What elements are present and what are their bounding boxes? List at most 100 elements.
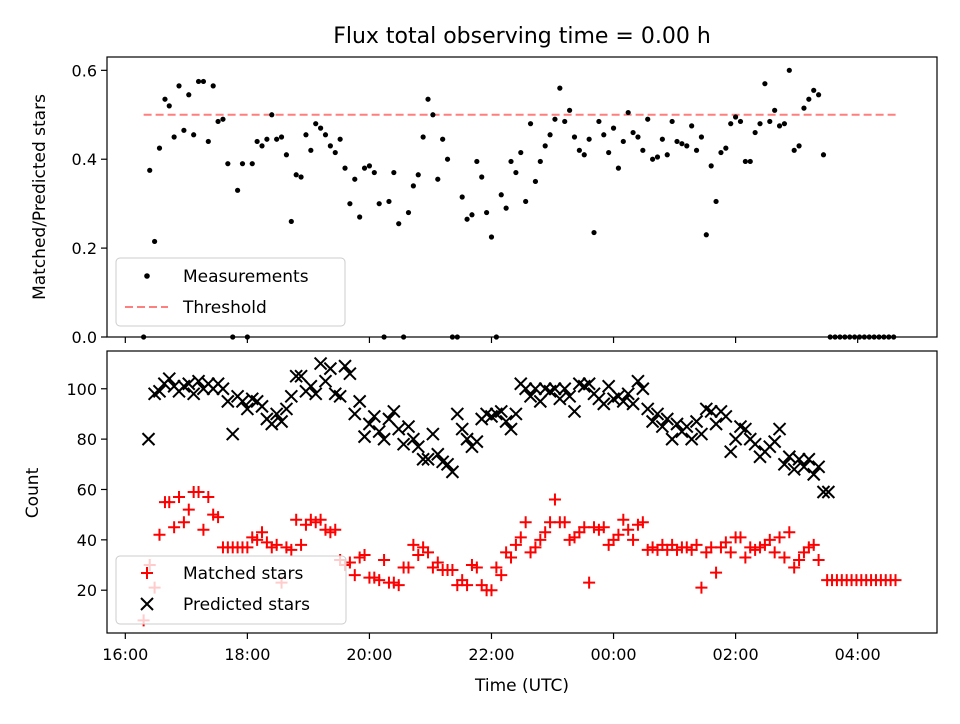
legend-predicted-marker [140, 597, 154, 611]
bottom-y-ticks: 20 40 60 80 100 [66, 380, 107, 600]
measurement-point [796, 143, 802, 149]
measurement-point [225, 161, 231, 167]
predicted-star-point [226, 427, 240, 441]
predicted-star-point [289, 369, 303, 383]
measurement-point [376, 201, 382, 207]
predicted-star-point [802, 452, 816, 466]
measurement-point [200, 78, 207, 85]
predicted-star-point [182, 377, 196, 391]
predicted-star-point [274, 414, 289, 429]
measurement-point [557, 85, 563, 91]
predicted-star-point [401, 419, 416, 434]
predicted-star-point [377, 432, 391, 446]
matched-star-point [495, 569, 508, 582]
matched-star-point [314, 513, 327, 526]
measurement-point [288, 218, 294, 225]
matched-star-point [734, 531, 747, 544]
measurement-point [171, 134, 177, 140]
bot-y-tick-label: 80 [77, 430, 97, 449]
legend-measurements-marker [144, 273, 150, 279]
matched-star-point [788, 561, 801, 574]
matched-star-point [163, 496, 176, 509]
predicted-star-point [709, 417, 723, 431]
top-legend: Measurements Threshold [115, 257, 346, 327]
measurement-point [679, 141, 685, 147]
bot-y-tick-label: 100 [66, 380, 97, 399]
measurement-point [386, 198, 392, 205]
x-tick-label: 04:00 [835, 645, 881, 664]
measurement-point [703, 232, 709, 238]
measurement-point [361, 165, 368, 171]
predicted-star-point [816, 485, 831, 499]
matched-star-point [153, 528, 166, 541]
predicted-star-point [821, 485, 836, 499]
measurement-point [293, 172, 299, 178]
measurement-point [620, 138, 626, 145]
measurement-point [625, 109, 631, 116]
predicted-star-point [626, 397, 640, 411]
measurement-point [342, 165, 348, 171]
matched-star-point [490, 561, 503, 574]
predicted-star-point [772, 422, 787, 436]
matched-star-point [402, 561, 415, 574]
measurement-point [391, 169, 397, 176]
measurement-point [552, 116, 558, 122]
predicted-star-point [689, 414, 704, 429]
measurement-point [420, 134, 426, 140]
bottom-panel: Count 20 40 60 80 100 16:00 18:00 20:00 22:00 00… [23, 350, 938, 696]
measurement-point [752, 129, 758, 136]
predicted-star-point [518, 382, 533, 396]
measurement-point [742, 158, 748, 165]
predicted-star-point [738, 422, 753, 436]
predicted-star-point [777, 457, 792, 472]
predicted-star-point [372, 424, 386, 439]
measurement-point [581, 152, 587, 158]
top-y-tick-label: 0.4 [72, 150, 97, 169]
predicted-star-point [313, 356, 328, 371]
measurement-point [156, 145, 163, 151]
measurement-point [645, 116, 651, 122]
measurement-point [659, 136, 665, 142]
matched-star-point [724, 546, 737, 559]
measurement-point [674, 138, 680, 145]
legend-threshold-label: Threshold [182, 298, 267, 318]
measurement-point [518, 149, 524, 156]
predicted-star-point [694, 427, 709, 441]
bottom-x-ticks: 16:00 18:00 20:00 22:00 00:00 02:00 04:00 [102, 633, 881, 664]
predicted-star-point [641, 402, 655, 416]
predicted-star-point [460, 432, 474, 446]
predicted-star-point [811, 460, 826, 474]
measurement-point [567, 107, 573, 113]
measurement-point [610, 125, 617, 131]
predicted-star-point [387, 404, 401, 419]
matched-star-point [695, 581, 708, 594]
measurement-point [708, 163, 714, 169]
measurement-point [371, 169, 377, 176]
predicted-star-point [509, 407, 523, 421]
top-ylabel: Matched/Predicted stars [30, 94, 50, 300]
bottom-ylabel: Count [23, 467, 43, 518]
matched-star-point [622, 523, 635, 536]
matched-star-point [807, 538, 820, 551]
matched-star-point [597, 521, 610, 534]
measurement-point [298, 174, 304, 180]
measurement-point [562, 118, 568, 125]
matched-star-point [177, 516, 190, 529]
predicted-star-point [558, 382, 572, 396]
measurement-point [332, 149, 338, 156]
measurement-point [733, 114, 739, 120]
measurement-point [537, 158, 543, 165]
predicted-star-point [421, 452, 435, 466]
measurement-point [274, 136, 280, 142]
matched-star-point [548, 493, 561, 506]
predicted-star-point [548, 382, 562, 396]
matched-star-point [514, 531, 527, 544]
measurement-point [152, 238, 158, 245]
matched-star-point [329, 523, 342, 536]
predicted-star-point [440, 457, 455, 472]
measurement-point [772, 107, 778, 113]
predicted-star-point [152, 384, 167, 398]
measurement-point [664, 152, 670, 158]
measurement-point [278, 134, 285, 140]
legend-predicted-label: Predicted stars [183, 595, 310, 615]
